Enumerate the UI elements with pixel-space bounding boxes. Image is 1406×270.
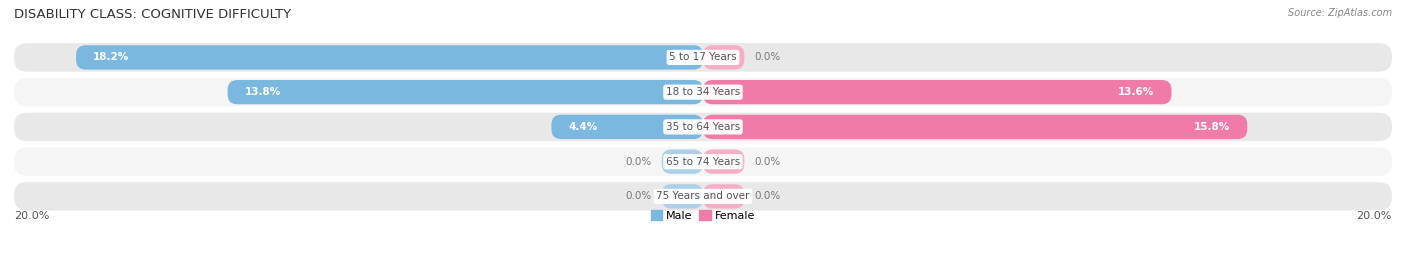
FancyBboxPatch shape bbox=[14, 147, 1392, 176]
Text: 0.0%: 0.0% bbox=[755, 157, 780, 167]
Text: 18.2%: 18.2% bbox=[93, 52, 129, 62]
FancyBboxPatch shape bbox=[14, 182, 1392, 211]
FancyBboxPatch shape bbox=[662, 184, 703, 208]
Text: 4.4%: 4.4% bbox=[568, 122, 598, 132]
Text: 75 Years and over: 75 Years and over bbox=[657, 191, 749, 201]
Text: 0.0%: 0.0% bbox=[626, 157, 651, 167]
Text: 20.0%: 20.0% bbox=[1357, 211, 1392, 221]
FancyBboxPatch shape bbox=[703, 184, 744, 208]
Text: 13.8%: 13.8% bbox=[245, 87, 281, 97]
FancyBboxPatch shape bbox=[703, 150, 744, 174]
Text: 15.8%: 15.8% bbox=[1194, 122, 1230, 132]
Text: Source: ZipAtlas.com: Source: ZipAtlas.com bbox=[1288, 8, 1392, 18]
Text: 0.0%: 0.0% bbox=[626, 191, 651, 201]
Text: 65 to 74 Years: 65 to 74 Years bbox=[666, 157, 740, 167]
FancyBboxPatch shape bbox=[14, 78, 1392, 106]
FancyBboxPatch shape bbox=[703, 45, 744, 70]
FancyBboxPatch shape bbox=[662, 150, 703, 174]
FancyBboxPatch shape bbox=[228, 80, 703, 104]
Text: 18 to 34 Years: 18 to 34 Years bbox=[666, 87, 740, 97]
FancyBboxPatch shape bbox=[703, 80, 1171, 104]
Text: 0.0%: 0.0% bbox=[755, 191, 780, 201]
Text: 35 to 64 Years: 35 to 64 Years bbox=[666, 122, 740, 132]
FancyBboxPatch shape bbox=[14, 43, 1392, 72]
FancyBboxPatch shape bbox=[551, 115, 703, 139]
Text: 0.0%: 0.0% bbox=[755, 52, 780, 62]
FancyBboxPatch shape bbox=[76, 45, 703, 70]
Legend: Male, Female: Male, Female bbox=[647, 206, 759, 225]
FancyBboxPatch shape bbox=[14, 113, 1392, 141]
FancyBboxPatch shape bbox=[703, 115, 1247, 139]
Text: 20.0%: 20.0% bbox=[14, 211, 49, 221]
Text: DISABILITY CLASS: COGNITIVE DIFFICULTY: DISABILITY CLASS: COGNITIVE DIFFICULTY bbox=[14, 8, 291, 21]
Text: 13.6%: 13.6% bbox=[1118, 87, 1154, 97]
Text: 5 to 17 Years: 5 to 17 Years bbox=[669, 52, 737, 62]
